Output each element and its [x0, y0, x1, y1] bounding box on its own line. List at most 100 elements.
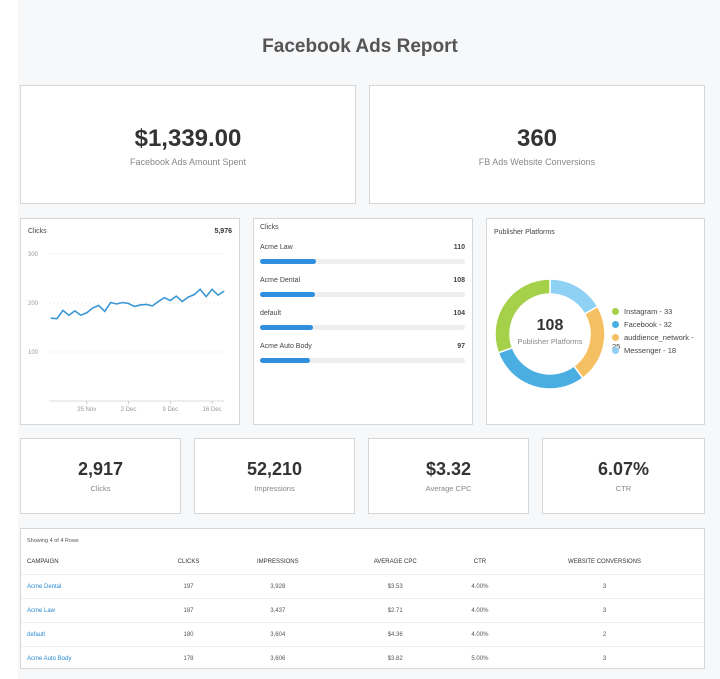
data-point — [193, 294, 195, 296]
column-header[interactable]: CLICKS — [177, 559, 200, 565]
table-caption: Showing 4 of 4 Rows — [27, 538, 79, 544]
data-point — [134, 305, 136, 307]
legend-item: Instagram - 33 — [612, 307, 672, 316]
line-chart: 300 200 100 25 Nov 2 Dec 9 Dec 16 Dec — [28, 252, 225, 413]
donut-center-label: Publisher Platforms — [517, 337, 583, 346]
table-cell: 3,606 — [219, 646, 336, 670]
clicks-line-chart-card: Clicks 5,976 300 200 100 25 Nov 2 Dec 9 Dec 16… — [20, 218, 240, 425]
table-row: default 180 3,604 $4.36 4.00% 2 — [21, 622, 704, 647]
kpi-value: $1,339.00 — [134, 125, 242, 152]
legend-item: Facebook - 32 — [612, 320, 672, 329]
campaign-link[interactable]: Acme Dental — [27, 583, 62, 590]
table-cell: 5.00% — [454, 646, 506, 670]
bar-label: Acme Dental — [260, 277, 301, 284]
legend-item: auddience_network - 25 — [612, 333, 704, 351]
kpi-label: Clicks — [90, 484, 111, 493]
table-cell: 4.00% — [454, 574, 506, 599]
kpi-label: FB Ads Website Conversions — [478, 157, 596, 167]
bar-label: Acme Auto Body — [260, 343, 312, 350]
legend-item: Messenger - 18 — [612, 346, 676, 355]
legend-dot-icon — [612, 334, 619, 341]
table-cell: $4.36 — [335, 622, 455, 647]
legend-label: Messenger - 18 — [624, 346, 677, 355]
chart-total: 5,976 — [214, 228, 232, 235]
campaign-link[interactable]: Acme Auto Body — [27, 655, 72, 662]
bar-fill — [260, 292, 316, 297]
data-point — [116, 303, 118, 305]
clicks-series-line — [50, 288, 225, 320]
legend-label: auddience_network - 25 — [612, 333, 694, 351]
data-point — [80, 314, 82, 316]
table-cell: 4.00% — [454, 598, 506, 623]
data-point — [98, 304, 100, 306]
x-tick-label: 2 Dec — [121, 407, 137, 413]
column-header[interactable]: CAMPAIGN — [27, 559, 59, 565]
data-point — [92, 307, 94, 309]
table-row: Acme Law 187 3,437 $2.71 4.00% 3 — [21, 598, 704, 623]
x-tick-label: 25 Nov — [77, 407, 96, 413]
data-point — [223, 290, 225, 292]
table-cell: 2 — [505, 622, 704, 647]
page-title: Facebook Ads Report — [262, 36, 458, 57]
column-header[interactable]: CTR — [473, 559, 487, 565]
table-cell: 4.00% — [454, 622, 506, 647]
bar-track — [260, 292, 465, 297]
kpi-value: $3.32 — [425, 459, 472, 479]
data-point — [163, 297, 165, 299]
column-header[interactable]: WEBSITE CONVERSIONS — [568, 559, 642, 565]
legend-dot-icon — [612, 308, 619, 315]
kpi-value: 6.07% — [597, 459, 650, 479]
data-point — [50, 317, 52, 319]
bar-item: Acme Law 110 — [260, 244, 465, 264]
y-tick-label: 200 — [28, 301, 39, 307]
column-header[interactable]: AVERAGE CPC — [373, 559, 417, 565]
bar-label: default — [260, 310, 282, 317]
bar-fill — [260, 325, 314, 330]
kpi-label: Impressions — [254, 484, 295, 493]
data-point — [86, 312, 88, 314]
bar-item: Acme Dental 108 — [260, 277, 465, 297]
publisher-platforms-card: Publisher Platforms 108 Publisher Platfo… — [486, 218, 705, 425]
legend-dot-icon — [612, 321, 619, 328]
table-cell: 3 — [505, 574, 704, 599]
data-point — [56, 318, 58, 320]
donut-segment — [494, 278, 551, 354]
data-point — [175, 295, 177, 297]
kpi-value: 52,210 — [246, 459, 303, 479]
table-cell: $3.82 — [335, 646, 455, 670]
table-cell: $3.53 — [335, 574, 455, 599]
data-point — [199, 288, 201, 290]
data-point — [151, 305, 153, 307]
table-cell: 3,604 — [219, 622, 336, 647]
data-point — [157, 301, 159, 303]
bar-value: 104 — [453, 310, 465, 317]
bar-track — [260, 325, 465, 330]
kpi-label: CTR — [615, 484, 632, 493]
data-point — [139, 304, 141, 306]
table-cell: 180 — [157, 622, 220, 647]
kpi-card: 52,210 Impressions — [194, 438, 355, 514]
card-title: Clicks — [260, 224, 279, 231]
campaign-link[interactable]: default — [27, 631, 46, 638]
data-point — [104, 310, 106, 312]
column-header[interactable]: IMPRESSIONS — [256, 559, 299, 565]
donut-segment — [497, 346, 584, 390]
table-cell: 3 — [505, 598, 704, 623]
kpi-label: Facebook Ads Amount Spent — [129, 157, 247, 167]
donut-center-value: 108 — [536, 317, 564, 334]
bar-value: 97 — [457, 343, 465, 350]
kpi-card: 6.07% CTR — [542, 438, 705, 514]
bar-value: 108 — [453, 277, 465, 284]
kpi-website-conversions: 360 FB Ads Website Conversions — [369, 85, 705, 204]
table-cell: 197 — [157, 574, 220, 599]
data-point — [128, 302, 130, 304]
table-cell: $2.71 — [335, 598, 455, 623]
campaign-link[interactable]: Acme Law — [27, 607, 56, 614]
y-tick-label: 300 — [28, 252, 39, 258]
table-cell: 178 — [157, 646, 220, 670]
kpi-amount-spent: $1,339.00 Facebook Ads Amount Spent — [20, 85, 356, 204]
legend-dot-icon — [612, 347, 619, 354]
data-point — [217, 294, 219, 296]
bar-track — [260, 259, 465, 264]
table-cell: 3 — [505, 646, 704, 670]
